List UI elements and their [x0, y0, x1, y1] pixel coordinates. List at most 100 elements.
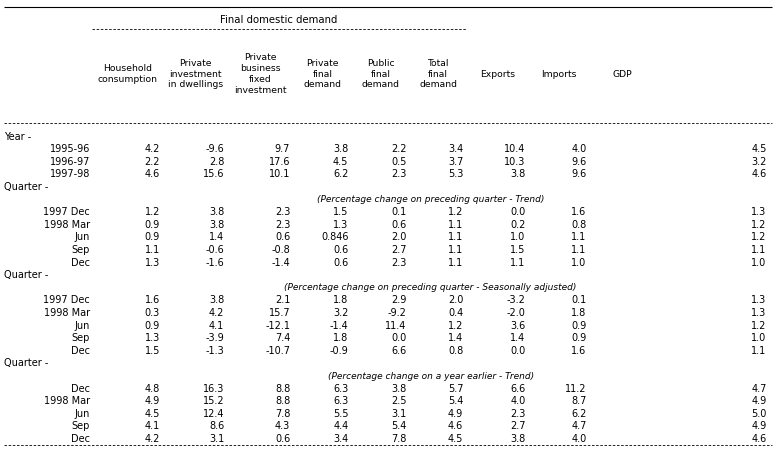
- Text: 0.6: 0.6: [391, 220, 407, 230]
- Text: 2.2: 2.2: [391, 144, 407, 154]
- Text: 0.9: 0.9: [571, 321, 587, 330]
- Text: 3.2: 3.2: [751, 157, 767, 167]
- Text: 3.8: 3.8: [209, 207, 224, 217]
- Text: 1997 Dec: 1997 Dec: [43, 207, 90, 217]
- Text: 2.8: 2.8: [209, 157, 224, 167]
- Text: 1.1: 1.1: [751, 245, 767, 255]
- Text: 1.3: 1.3: [751, 207, 767, 217]
- Text: 9.6: 9.6: [571, 169, 587, 179]
- Text: 1.1: 1.1: [751, 346, 767, 356]
- Text: 6.2: 6.2: [333, 169, 348, 179]
- Text: -1.3: -1.3: [206, 346, 224, 356]
- Text: 2.0: 2.0: [391, 233, 407, 242]
- Text: 1997-98: 1997-98: [50, 169, 90, 179]
- Text: 2.0: 2.0: [448, 295, 463, 305]
- Text: 1.0: 1.0: [751, 333, 767, 343]
- Text: -3.2: -3.2: [507, 295, 525, 305]
- Text: Dec: Dec: [71, 258, 90, 268]
- Text: -0.8: -0.8: [272, 245, 290, 255]
- Text: Quarter -: Quarter -: [4, 358, 48, 369]
- Text: 1.0: 1.0: [571, 258, 587, 268]
- Text: 1.4: 1.4: [448, 333, 463, 343]
- Text: Jun: Jun: [74, 321, 90, 330]
- Text: 2.9: 2.9: [391, 295, 407, 305]
- Text: 4.1: 4.1: [209, 321, 224, 330]
- Text: 1.2: 1.2: [751, 220, 767, 230]
- Text: 3.1: 3.1: [209, 434, 224, 444]
- Text: 0.9: 0.9: [144, 220, 160, 230]
- Text: 1.3: 1.3: [751, 308, 767, 318]
- Text: 1.1: 1.1: [144, 245, 160, 255]
- Text: Total
final
demand: Total final demand: [419, 59, 457, 89]
- Text: 4.3: 4.3: [275, 422, 290, 431]
- Text: 6.2: 6.2: [571, 409, 587, 419]
- Text: Household
consumption: Household consumption: [97, 64, 158, 84]
- Text: 3.6: 3.6: [510, 321, 525, 330]
- Text: 10.1: 10.1: [268, 169, 290, 179]
- Text: 1.2: 1.2: [751, 321, 767, 330]
- Text: -9.6: -9.6: [206, 144, 224, 154]
- Text: 0.846: 0.846: [321, 233, 348, 242]
- Text: 7.8: 7.8: [275, 409, 290, 419]
- Text: -1.4: -1.4: [330, 321, 348, 330]
- Text: 2.3: 2.3: [275, 220, 290, 230]
- Text: 4.6: 4.6: [751, 434, 767, 444]
- Text: 2.3: 2.3: [275, 207, 290, 217]
- Text: Dec: Dec: [71, 346, 90, 356]
- Text: 5.0: 5.0: [751, 409, 767, 419]
- Text: 6.3: 6.3: [333, 396, 348, 406]
- Text: 2.3: 2.3: [510, 409, 525, 419]
- Text: 3.1: 3.1: [391, 409, 407, 419]
- Text: (Percentage change on preceding quarter - Seasonally adjusted): (Percentage change on preceding quarter …: [285, 283, 577, 292]
- Text: 3.4: 3.4: [448, 144, 463, 154]
- Text: 5.5: 5.5: [333, 409, 348, 419]
- Text: -1.6: -1.6: [206, 258, 224, 268]
- Text: 4.9: 4.9: [144, 396, 160, 406]
- Text: -0.9: -0.9: [330, 346, 348, 356]
- Text: 0.2: 0.2: [510, 220, 525, 230]
- Text: 1.8: 1.8: [333, 333, 348, 343]
- Text: 1.6: 1.6: [144, 295, 160, 305]
- Text: 4.5: 4.5: [448, 434, 463, 444]
- Text: 17.6: 17.6: [268, 157, 290, 167]
- Text: 1.5: 1.5: [144, 346, 160, 356]
- Text: 5.4: 5.4: [391, 422, 407, 431]
- Text: 1.6: 1.6: [571, 346, 587, 356]
- Text: 11.2: 11.2: [565, 384, 587, 394]
- Text: 4.1: 4.1: [144, 422, 160, 431]
- Text: 3.8: 3.8: [510, 169, 525, 179]
- Text: 6.3: 6.3: [333, 384, 348, 394]
- Text: 2.7: 2.7: [391, 245, 407, 255]
- Text: 1996-97: 1996-97: [50, 157, 90, 167]
- Text: 0.9: 0.9: [144, 321, 160, 330]
- Text: 1.2: 1.2: [751, 233, 767, 242]
- Text: Public
final
demand: Public final demand: [362, 59, 400, 89]
- Text: 6.6: 6.6: [391, 346, 407, 356]
- Text: 4.0: 4.0: [510, 396, 525, 406]
- Text: 2.1: 2.1: [275, 295, 290, 305]
- Text: 1.1: 1.1: [571, 245, 587, 255]
- Text: 0.6: 0.6: [333, 245, 348, 255]
- Text: 1998 Mar: 1998 Mar: [44, 308, 90, 318]
- Text: Year -: Year -: [4, 132, 31, 141]
- Text: 7.8: 7.8: [391, 434, 407, 444]
- Text: 1.5: 1.5: [510, 245, 525, 255]
- Text: 4.2: 4.2: [144, 434, 160, 444]
- Text: 2.3: 2.3: [391, 258, 407, 268]
- Text: 1.4: 1.4: [510, 333, 525, 343]
- Text: 9.6: 9.6: [571, 157, 587, 167]
- Text: 8.8: 8.8: [275, 384, 290, 394]
- Text: 1.5: 1.5: [333, 207, 348, 217]
- Text: 1.3: 1.3: [751, 295, 767, 305]
- Text: Sep: Sep: [71, 333, 90, 343]
- Text: Sep: Sep: [71, 245, 90, 255]
- Text: Jun: Jun: [74, 233, 90, 242]
- Text: 3.8: 3.8: [391, 384, 407, 394]
- Text: 1.0: 1.0: [510, 233, 525, 242]
- Text: Quarter -: Quarter -: [4, 182, 48, 192]
- Text: 4.8: 4.8: [144, 384, 160, 394]
- Text: 0.1: 0.1: [571, 295, 587, 305]
- Text: 1.1: 1.1: [448, 258, 463, 268]
- Text: -2.0: -2.0: [507, 308, 525, 318]
- Text: 4.7: 4.7: [571, 422, 587, 431]
